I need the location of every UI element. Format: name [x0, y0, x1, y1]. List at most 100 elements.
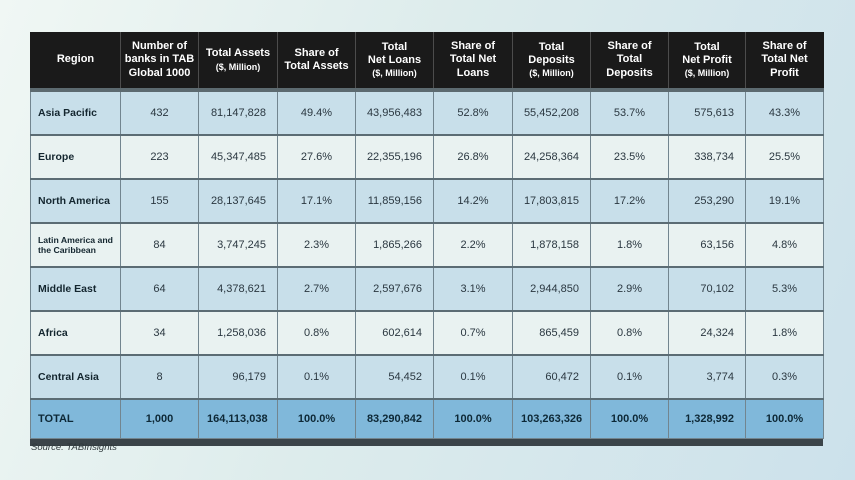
value-cell: 49.4% [277, 89, 356, 136]
value-cell: 55,452,208 [512, 89, 591, 136]
value-cell: 34 [120, 310, 199, 356]
table-row: Europe 223 45,347,485 27.6% 22,355,196 26.8% 2… [30, 134, 824, 180]
table-row: Middle East 64 4,378,621 2.7% 2,597,676 3.1% 2… [30, 266, 824, 312]
col-header-5: Share of Total Net Loans [433, 32, 513, 92]
value-cell: 54,452 [355, 354, 434, 400]
total-row: TOTAL 1,000 164,113,038 100.0% 83,290,842 100… [30, 398, 824, 439]
value-cell: 25.5% [745, 134, 824, 180]
value-cell: 23.5% [590, 134, 669, 180]
value-cell: 60,472 [512, 354, 591, 400]
value-cell: 52.8% [433, 89, 513, 136]
region-cell: Central Asia [30, 354, 121, 400]
value-cell: 43.3% [745, 89, 824, 136]
value-cell: 4.8% [745, 222, 824, 268]
col-header-sublabel: ($, Million) [372, 68, 417, 79]
value-cell: 1,000 [120, 398, 199, 439]
value-cell: 17.2% [590, 178, 669, 224]
col-header-label: Total Deposits [528, 40, 575, 67]
col-header-6: Total Deposits ($, Million) [512, 32, 591, 92]
value-cell: 602,614 [355, 310, 434, 356]
value-cell: 1,258,036 [198, 310, 278, 356]
value-cell: 81,147,828 [198, 89, 278, 136]
region-cell: Asia Pacific [30, 89, 121, 136]
value-cell: 164,113,038 [198, 398, 278, 439]
value-cell: 5.3% [745, 266, 824, 312]
value-cell: 96,179 [198, 354, 278, 400]
region-cell: Europe [30, 134, 121, 180]
table-row: North America 155 28,137,645 17.1% 11,859,15… [30, 178, 824, 224]
col-header-sublabel: ($, Million) [215, 61, 261, 72]
col-header-label: Number of banks in TAB Global 1000 [124, 39, 195, 79]
value-cell: 2.7% [277, 266, 356, 312]
value-cell: 1.8% [590, 222, 669, 268]
value-cell: 155 [120, 178, 199, 224]
source-note: Source: TABInsights [31, 442, 117, 453]
col-header-0: Region [30, 32, 121, 92]
table-body: Asia Pacific 432 81,147,828 49.4% 43,956,483… [30, 89, 824, 439]
col-header-sublabel: ($, Million) [529, 68, 574, 79]
value-cell: 64 [120, 266, 199, 312]
value-cell: 4,378,621 [198, 266, 278, 312]
value-cell: 17.1% [277, 178, 356, 224]
value-cell: 100.0% [590, 398, 669, 439]
value-cell: 223 [120, 134, 199, 180]
value-cell: 22,355,196 [355, 134, 434, 180]
value-cell: 103,263,326 [512, 398, 591, 439]
value-cell: 432 [120, 89, 199, 136]
value-cell: 63,156 [668, 222, 746, 268]
table-row: Africa 34 1,258,036 0.8% 602,614 0.7% 865,459 0… [30, 310, 824, 356]
value-cell: 0.1% [277, 354, 356, 400]
value-cell: 2,944,850 [512, 266, 591, 312]
col-header-7: Share of Total Deposits [590, 32, 669, 92]
regional-banking-table-wrap: Region Number of banks in TAB Global 1000… [30, 32, 824, 446]
value-cell: 3,774 [668, 354, 746, 400]
table-bottom-bar [30, 439, 823, 446]
col-header-sublabel: ($, Million) [684, 68, 730, 79]
col-header-label: Share of Total Net Profit [761, 39, 808, 79]
value-cell: 24,324 [668, 310, 746, 356]
value-cell: 0.8% [590, 310, 669, 356]
region-cell: North America [30, 178, 121, 224]
value-cell: 100.0% [433, 398, 513, 439]
col-header-label: Total Assets [205, 47, 271, 60]
table-row: Central Asia 8 96,179 0.1% 54,452 0.1% 60,472 0… [30, 354, 824, 400]
value-cell: 1.8% [745, 310, 824, 356]
value-cell: 0.8% [277, 310, 356, 356]
region-cell: TOTAL [30, 398, 121, 439]
value-cell: 24,258,364 [512, 134, 591, 180]
col-header-label: Share of Total Assets [284, 46, 349, 72]
col-header-label: Share of Total Net Loans [449, 39, 497, 79]
region-cell: Middle East [30, 266, 121, 312]
value-cell: 14.2% [433, 178, 513, 224]
value-cell: 84 [120, 222, 199, 268]
col-header-9: Share of Total Net Profit [745, 32, 824, 92]
value-cell: 253,290 [668, 178, 746, 224]
value-cell: 100.0% [277, 398, 356, 439]
value-cell: 2.9% [590, 266, 669, 312]
region-cell: Latin America and the Caribbean [30, 222, 121, 268]
value-cell: 338,734 [668, 134, 746, 180]
regional-banking-table: Region Number of banks in TAB Global 1000… [30, 32, 824, 439]
value-cell: 53.7% [590, 89, 669, 136]
table-header: Region Number of banks in TAB Global 1000… [30, 32, 824, 92]
value-cell: 43,956,483 [355, 89, 434, 136]
value-cell: 17,803,815 [512, 178, 591, 224]
value-cell: 1,865,266 [355, 222, 434, 268]
value-cell: 83,290,842 [355, 398, 434, 439]
value-cell: 19.1% [745, 178, 824, 224]
table-row: Latin America and the Caribbean 84 3,747,2… [30, 222, 824, 268]
col-header-label: Share of Total Deposits [606, 39, 653, 79]
value-cell: 1,328,992 [668, 398, 746, 439]
value-cell: 70,102 [668, 266, 746, 312]
value-cell: 3,747,245 [198, 222, 278, 268]
value-cell: 575,613 [668, 89, 746, 136]
value-cell: 27.6% [277, 134, 356, 180]
col-header-4: Total Net Loans ($, Million) [355, 32, 434, 92]
col-header-2: Total Assets ($, Million) [198, 32, 278, 92]
value-cell: 2,597,676 [355, 266, 434, 312]
value-cell: 865,459 [512, 310, 591, 356]
value-cell: 0.7% [433, 310, 513, 356]
value-cell: 100.0% [745, 398, 824, 439]
header-row: Region Number of banks in TAB Global 1000… [30, 32, 824, 92]
